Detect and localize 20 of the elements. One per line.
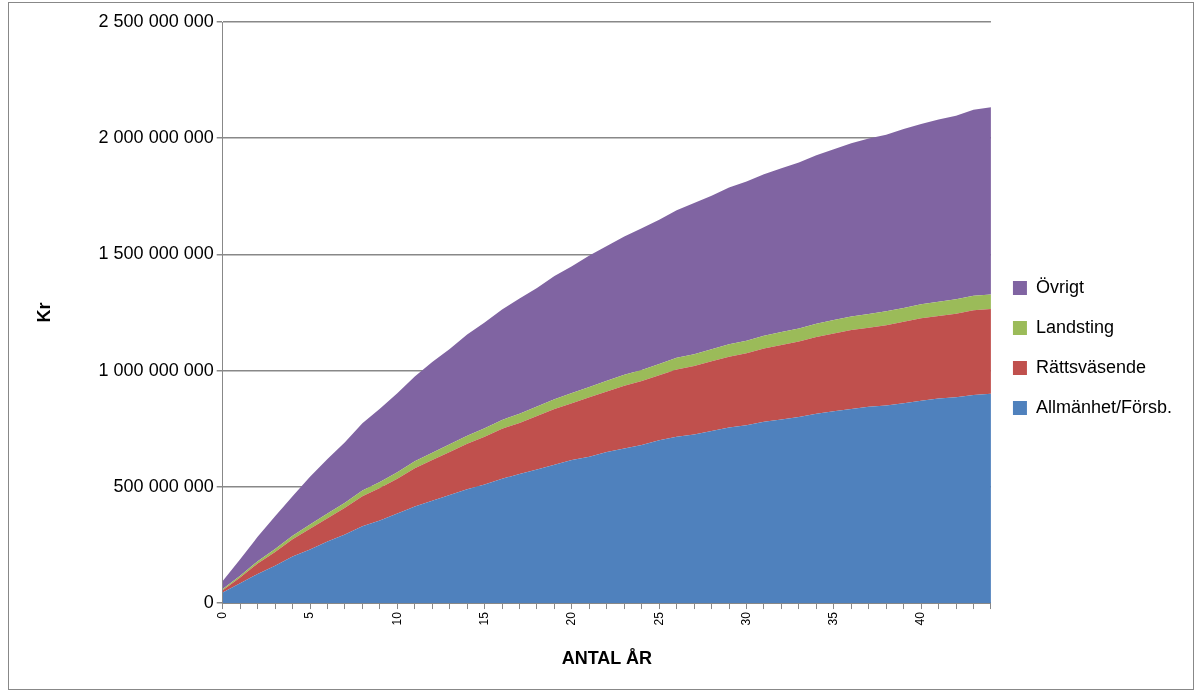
legend-label: Rättsväsende (1035, 356, 1147, 377)
y-tick-label: 2 500 000 000 (98, 10, 214, 31)
x-tick-label: 0 (215, 611, 230, 619)
x-tick-label: 5 (302, 611, 317, 619)
y-tick-label: 500 000 000 (113, 475, 214, 496)
legend-label: Allmänhet/Försb. (1035, 396, 1173, 417)
x-tick-label: 20 (564, 611, 579, 626)
x-tick-label: 35 (826, 611, 841, 626)
x-tick-label: 15 (476, 611, 491, 626)
x-tick-label: 30 (738, 611, 753, 626)
legend-label: Övrigt (1035, 276, 1084, 297)
x-axis-title: ANTAL ÅR (561, 648, 652, 669)
y-tick-label: 2 000 000 000 (98, 127, 214, 148)
x-tick-label: 25 (651, 611, 666, 626)
y-tick-label: 1 500 000 000 (98, 243, 214, 264)
y-tick-label: 1 000 000 000 (98, 359, 214, 380)
y-axis-title: Kr (33, 302, 54, 323)
legend-label: Landsting (1035, 316, 1115, 337)
x-tick-label: 10 (389, 611, 404, 626)
x-tick-label: 40 (913, 611, 928, 626)
